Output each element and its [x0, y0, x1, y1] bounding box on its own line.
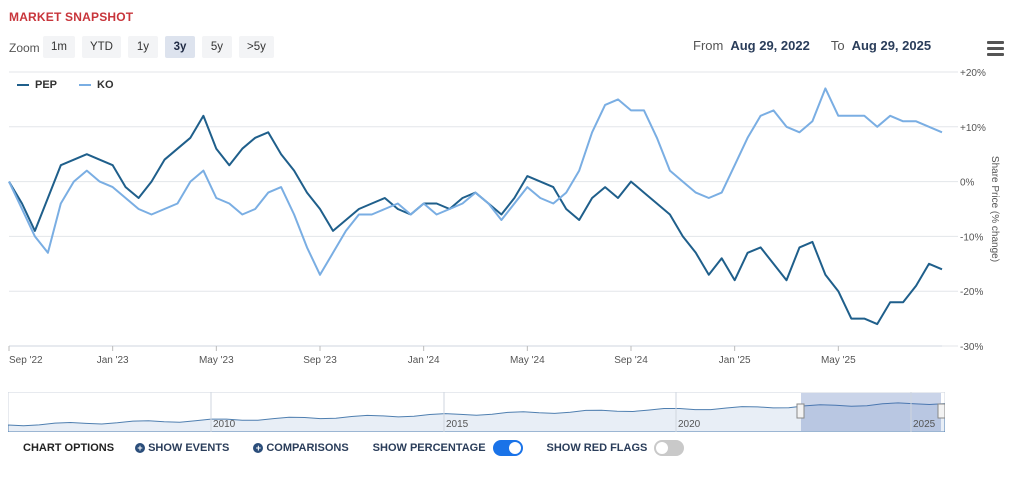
- y-tick-label: -20%: [960, 287, 983, 298]
- zoom-label: Zoom: [9, 41, 40, 55]
- legend-item-pep[interactable]: PEP: [17, 79, 57, 91]
- show-percentage-option: SHOW PERCENTAGE: [373, 440, 523, 456]
- zoom-5y-button[interactable]: 5y: [201, 36, 232, 58]
- navigator-left-handle[interactable]: [796, 403, 805, 419]
- x-tick-label: Jan '24: [408, 355, 440, 366]
- show-red-flags-option: SHOW RED FLAGS: [547, 440, 685, 456]
- chart-legend: PEP KO: [17, 79, 114, 91]
- navigator-right-handle[interactable]: [937, 403, 945, 419]
- zoom-1y-button[interactable]: 1y: [127, 36, 158, 58]
- chart-options-bar: CHART OPTIONS + SHOW EVENTS + COMPARISON…: [23, 440, 708, 456]
- y-tick-label: 0%: [960, 178, 975, 189]
- y-tick-label: -10%: [960, 232, 983, 243]
- legend-item-ko[interactable]: KO: [79, 79, 114, 91]
- zoom-button-group: 1m YTD 1y 3y 5y >5y: [43, 36, 274, 58]
- x-tick-label: May '23: [199, 355, 234, 366]
- show-events-label: SHOW EVENTS: [148, 442, 230, 454]
- x-tick-label: Jan '23: [97, 355, 129, 366]
- price-chart[interactable]: +20% +10% 0% -10% -20% -30% Sep '22 Jan '23 May …: [0, 60, 1024, 372]
- page-title: MARKET SNAPSHOT: [9, 10, 134, 24]
- zoom-ytd-button[interactable]: YTD: [81, 36, 121, 58]
- navigator-label-2025: 2025: [913, 419, 936, 430]
- navigator-label-2015: 2015: [446, 419, 469, 430]
- navigator-label-2020: 2020: [678, 419, 701, 430]
- series-line-ko: [8, 87, 943, 276]
- legend-swatch-pep: [17, 84, 29, 86]
- show-percentage-label: SHOW PERCENTAGE: [372, 442, 486, 454]
- chart-options-label: CHART OPTIONS: [23, 442, 115, 454]
- legend-label-pep: PEP: [35, 79, 58, 91]
- zoom-1m-button[interactable]: 1m: [43, 36, 75, 58]
- plus-circle-icon: +: [253, 443, 264, 453]
- x-tick-label: May '24: [510, 355, 545, 366]
- navigator-label-2010: 2010: [213, 419, 236, 430]
- show-red-flags-label: SHOW RED FLAGS: [546, 442, 648, 454]
- legend-label-ko: KO: [97, 79, 114, 91]
- x-tick-label: Sep '22: [9, 355, 43, 366]
- y-axis-title: Share Price (% change): [989, 156, 1000, 262]
- plus-circle-icon: +: [135, 443, 146, 453]
- to-date-input[interactable]: Aug 29, 2025: [851, 38, 932, 53]
- comparisons-label: COMPARISONS: [266, 442, 349, 454]
- toggle-knob: [508, 442, 521, 454]
- zoom-3y-button[interactable]: 3y: [164, 36, 195, 58]
- navigator-series-line: [8, 402, 945, 432]
- hamburger-menu-icon[interactable]: [987, 41, 1004, 59]
- zoom-max-button[interactable]: >5y: [238, 36, 274, 58]
- show-red-flags-toggle[interactable]: [654, 440, 685, 456]
- comparisons-button[interactable]: + COMPARISONS: [253, 442, 349, 454]
- from-date-input[interactable]: Aug 29, 2022: [730, 38, 810, 53]
- x-tick-label: Sep '23: [303, 355, 337, 366]
- date-range: From Aug 29, 2022 To Aug 29, 2025: [693, 38, 931, 53]
- range-navigator[interactable]: 2010 2015 2020 2025: [8, 392, 945, 432]
- y-tick-label: +10%: [960, 123, 986, 134]
- show-events-button[interactable]: + SHOW EVENTS: [135, 442, 229, 454]
- x-tick-label: Jan '25: [719, 355, 751, 366]
- x-tick-label: Sep '24: [614, 355, 648, 366]
- legend-swatch-ko: [79, 84, 92, 86]
- toggle-knob: [656, 442, 669, 454]
- series-line-pep: [8, 114, 943, 326]
- y-tick-label: +20%: [960, 68, 986, 79]
- to-label: To: [830, 38, 845, 53]
- from-label: From: [693, 38, 724, 53]
- navigator-selected-range[interactable]: [801, 393, 941, 431]
- y-tick-label: -30%: [960, 342, 983, 353]
- x-tick-label: May '25: [821, 355, 856, 366]
- show-percentage-toggle[interactable]: [492, 440, 523, 456]
